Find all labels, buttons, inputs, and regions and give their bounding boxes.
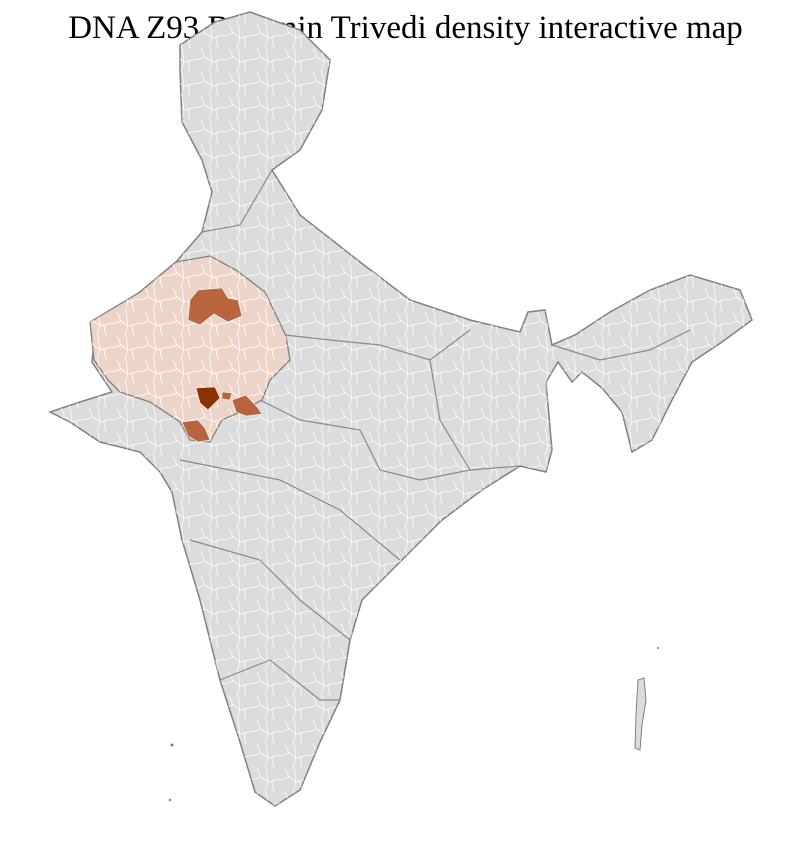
- district-medium-southeast[interactable]: [221, 391, 263, 417]
- map-title: DNA Z93 Brahmin Trivedi density interact…: [68, 10, 743, 46]
- district-high-south[interactable]: [195, 386, 221, 411]
- andaman-islands[interactable]: [634, 677, 647, 751]
- lakshadweep-islands: [168, 647, 659, 802]
- state-borders: [179, 169, 691, 701]
- india-district-lines: [50, 12, 752, 806]
- district-medium-north[interactable]: [187, 287, 243, 326]
- district-medium-southwest[interactable]: [181, 419, 211, 443]
- rajasthan-district-lines: [90, 256, 290, 442]
